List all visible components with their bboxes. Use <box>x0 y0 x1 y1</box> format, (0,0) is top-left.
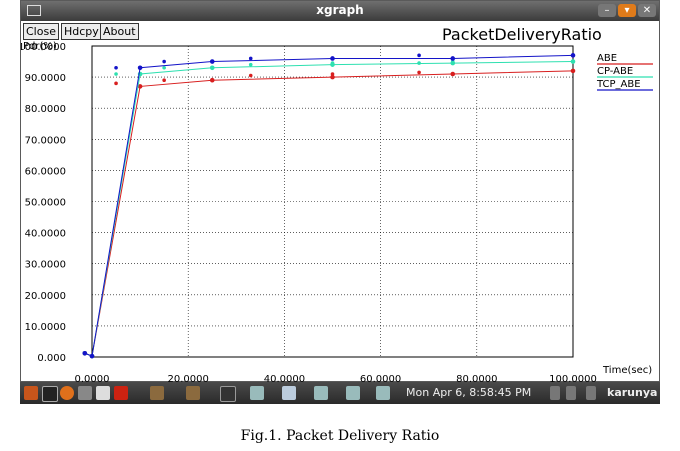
y-tick-label: 30.0000 <box>25 260 66 271</box>
window-menu-icon[interactable] <box>27 5 41 16</box>
legend-label-abe: ABE <box>597 53 617 64</box>
series-marker-abe <box>248 73 253 78</box>
workspace-2-icon[interactable] <box>282 386 296 400</box>
y-tick-label: 10.0000 <box>25 322 66 333</box>
volume-icon[interactable] <box>566 386 576 400</box>
bluetooth-icon[interactable] <box>550 386 560 400</box>
terminal-icon[interactable] <box>42 386 58 402</box>
x-tick-label: 100.0000 <box>549 374 597 383</box>
app-icon[interactable] <box>114 386 128 400</box>
workspace-3-icon[interactable] <box>314 386 328 400</box>
taskbar: Mon Apr 6, 8:58:45 PM karunya <box>20 382 660 404</box>
workspace-4-icon[interactable] <box>346 386 360 400</box>
chart-plot: 0.000 10.0000 20.0000 30.0000 40.0000 50.0000… <box>21 42 653 383</box>
y-tick-label: 100.0000 <box>21 42 66 53</box>
series-marker-abe <box>417 70 421 75</box>
series-marker-cp-abe <box>248 62 253 67</box>
window-title: xgraph <box>316 3 364 17</box>
x-axis-label: Time(sec) <box>602 365 652 376</box>
network-icon[interactable] <box>586 386 596 400</box>
y-axis-label: Pdr(%) <box>23 41 57 52</box>
close-window-button[interactable]: ✕ <box>638 4 656 17</box>
series-marker-tcp_abe <box>162 59 166 64</box>
y-tick-label: 40.0000 <box>25 229 66 240</box>
about-button[interactable]: About <box>100 23 139 40</box>
series-marker-tcp_abe <box>210 59 215 64</box>
series-marker-cp-abe <box>162 65 166 70</box>
folder-icon[interactable] <box>150 386 164 400</box>
chart-title: PacketDeliveryRatio <box>442 25 602 44</box>
series-marker-tcp_abe <box>450 56 455 61</box>
series-marker-cp-abe <box>417 61 421 65</box>
series-line-tcp_abe <box>84 54 574 357</box>
workspace-5-icon[interactable] <box>376 386 390 400</box>
ubuntu-menu-icon[interactable] <box>24 386 38 400</box>
series-marker-tcp_abe <box>138 65 142 70</box>
figure-caption: Fig.1. Packet Delivery Ratio <box>240 428 440 444</box>
series-marker-abe <box>571 69 575 73</box>
series-point-abe <box>209 77 215 83</box>
firefox-icon[interactable] <box>60 386 74 400</box>
y-tick-label: 50.0000 <box>25 198 66 209</box>
series-marker-cp-abe <box>330 61 335 65</box>
title-bar[interactable]: xgraph – ▾ ✕ <box>21 1 659 21</box>
series-marker-abe <box>114 81 118 86</box>
series-point-abe <box>330 74 335 80</box>
files-icon[interactable] <box>78 386 92 400</box>
close-button[interactable]: Close <box>23 23 59 40</box>
editor-icon[interactable] <box>96 386 110 400</box>
y-tick-label: 70.0000 <box>25 135 66 146</box>
series-marker-cp-abe <box>571 59 575 64</box>
legend-label-tcp_abe: TCP_ABE <box>596 79 641 90</box>
xgraph-window: xgraph – ▾ ✕ Close Hdcpy About PacketDel… <box>20 0 660 383</box>
workspace-1-icon[interactable] <box>250 386 264 400</box>
folder-icon-2[interactable] <box>186 386 200 400</box>
series-marker-abe <box>330 72 335 76</box>
x-tick-label: 40.0000 <box>264 374 305 383</box>
clock[interactable]: Mon Apr 6, 8:58:45 PM <box>406 386 532 399</box>
series-marker-cp-abe <box>450 59 455 64</box>
y-tick-label: 0.000 <box>37 353 66 364</box>
y-tick-label: 80.0000 <box>25 104 66 115</box>
series-marker-tcp_abe <box>571 53 575 58</box>
minimize-button[interactable]: – <box>598 4 616 17</box>
series-point-tcp_abe <box>89 353 95 359</box>
series-point-tcp_abe <box>82 350 88 356</box>
series-marker-tcp_abe <box>114 65 118 70</box>
username[interactable]: karunya <box>607 386 658 399</box>
series-marker-abe <box>162 78 166 83</box>
series-marker-tcp_abe <box>417 53 421 58</box>
x-tick-label: 80.0000 <box>456 374 497 383</box>
series-marker-tcp_abe <box>248 56 253 61</box>
x-tick-label: 60.0000 <box>360 374 401 383</box>
series-marker-abe <box>138 84 142 89</box>
series-marker-abe <box>450 72 455 76</box>
series-point-cp-abe <box>209 65 215 71</box>
series-marker-cp-abe <box>114 72 118 76</box>
legend-label-cp-abe: CP-ABE <box>597 66 633 77</box>
y-tick-label: 20.0000 <box>25 291 66 302</box>
series-line-cp-abe <box>84 61 574 357</box>
series-line-abe <box>84 70 574 357</box>
y-tick-label: 60.0000 <box>25 166 66 177</box>
x-tick-label: 0.0000 <box>75 374 110 383</box>
maximize-button[interactable]: ▾ <box>618 4 636 17</box>
x-tick-label: 20.0000 <box>168 374 209 383</box>
y-tick-label: 90.0000 <box>25 73 66 84</box>
window-icon[interactable] <box>220 386 236 402</box>
series-marker-tcp_abe <box>330 56 335 61</box>
